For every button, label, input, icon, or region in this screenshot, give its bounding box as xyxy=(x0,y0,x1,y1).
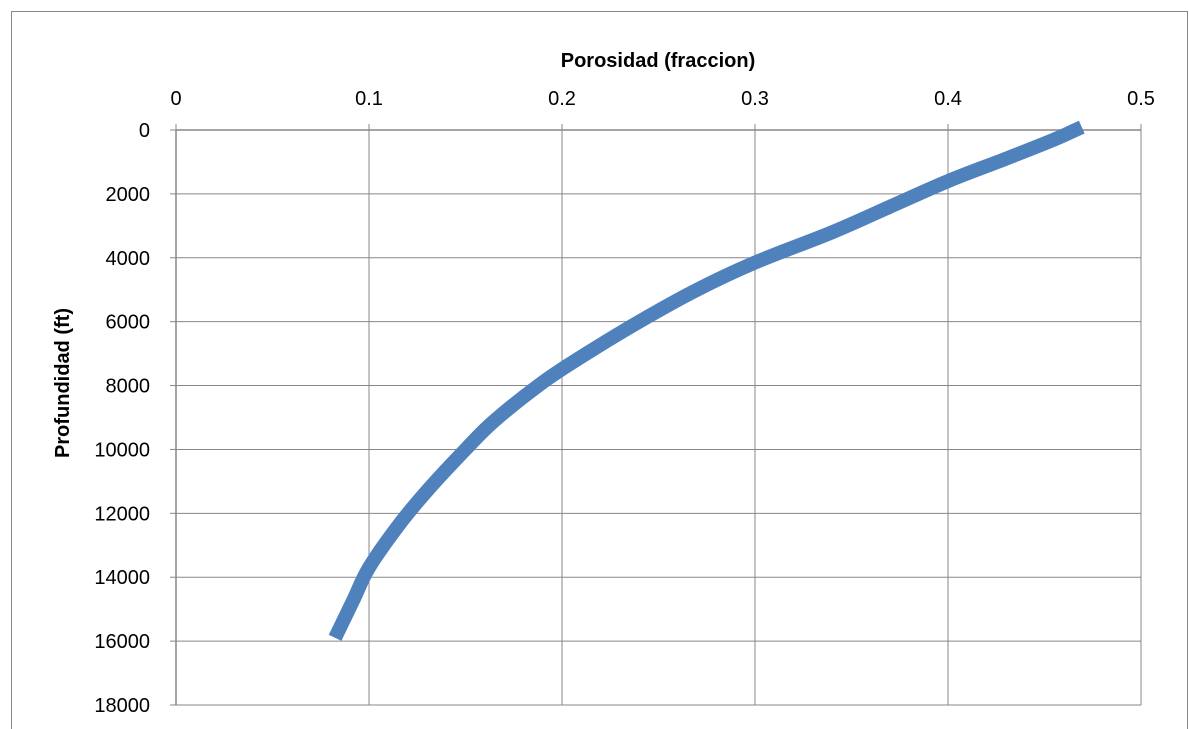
y-tick-label: 6000 xyxy=(106,312,151,334)
x-tick-label: 0.1 xyxy=(355,88,383,110)
y-tick-label: 18000 xyxy=(94,695,150,717)
x-tick-label: 0.2 xyxy=(548,88,576,110)
y-axis-label: Profundidad (ft) xyxy=(52,308,74,458)
y-tick-label: 12000 xyxy=(94,503,150,525)
x-tick-label: 0 xyxy=(170,88,181,110)
x-tick-label: 0.3 xyxy=(741,88,769,110)
y-tick-label: 4000 xyxy=(106,248,151,270)
x-tick-label: 0.5 xyxy=(1127,88,1155,110)
x-tick-label: 0.4 xyxy=(934,88,962,110)
y-tick-label: 10000 xyxy=(94,439,150,461)
x-axis: 0 0.1 0.2 0.3 0.4 0.5 xyxy=(170,88,1155,131)
y-tick-label: 14000 xyxy=(94,567,150,589)
y-tick-label: 0 xyxy=(139,120,150,142)
y-axis: 0 2000 4000 6000 8000 10000 12000 14000 16000 180… xyxy=(94,120,177,717)
series-group xyxy=(328,120,1085,641)
chart-grid xyxy=(175,129,1142,706)
y-tick-label: 2000 xyxy=(106,184,151,206)
y-tick-label: 16000 xyxy=(94,631,150,653)
series-line-0 xyxy=(328,120,1085,641)
y-tick-label: 8000 xyxy=(106,376,151,398)
x-axis-label: Porosidad (fraccion) xyxy=(561,50,755,72)
